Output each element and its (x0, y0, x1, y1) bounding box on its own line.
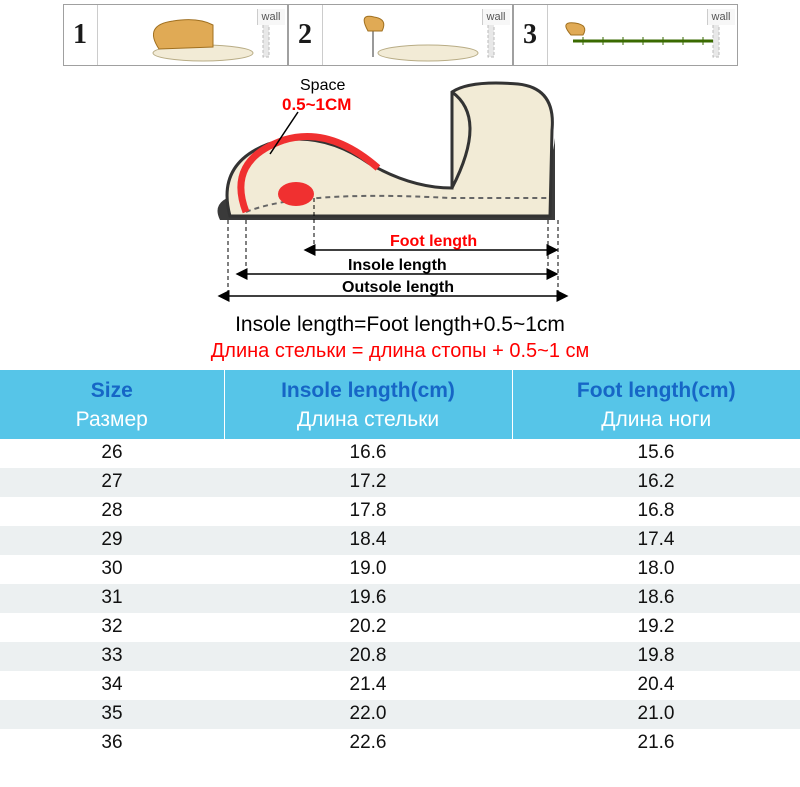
table-row: 2817.816.8 (0, 497, 800, 526)
wall-label: wall (257, 9, 285, 25)
caption-block: Insole length=Foot length+0.5~1cm Длина … (0, 311, 800, 364)
cell-foot: 21.6 (512, 729, 800, 758)
table-row: 3320.819.8 (0, 642, 800, 671)
header-size: Size Размер (0, 370, 224, 439)
foot-length-label: Foot length (390, 233, 477, 250)
size-table: Size Размер Insole length(cm) Длина стел… (0, 370, 800, 758)
cell-insole: 20.2 (224, 613, 512, 642)
caption-en: Insole length=Foot length+0.5~1cm (0, 311, 800, 338)
table-row: 3119.618.6 (0, 584, 800, 613)
cell-size: 33 (0, 642, 224, 671)
cell-size: 27 (0, 468, 224, 497)
cell-size: 32 (0, 613, 224, 642)
table-row: 3522.021.0 (0, 700, 800, 729)
step-2: 2 wall (288, 4, 513, 66)
step-illustration: wall (323, 5, 512, 65)
cell-size: 30 (0, 555, 224, 584)
cell-foot: 18.6 (512, 584, 800, 613)
space-label: Space (300, 77, 345, 94)
header-foot: Foot length(cm) Длина ноги (512, 370, 800, 439)
table-row: 3622.621.6 (0, 729, 800, 758)
cell-foot: 18.0 (512, 555, 800, 584)
step-number: 2 (289, 5, 323, 65)
cell-insole: 20.8 (224, 642, 512, 671)
cell-size: 35 (0, 700, 224, 729)
outsole-length-label: Outsole length (342, 279, 454, 296)
cell-size: 36 (0, 729, 224, 758)
cell-foot: 15.6 (512, 439, 800, 468)
step-1: 1 wall (63, 4, 288, 66)
cell-foot: 21.0 (512, 700, 800, 729)
step-number: 1 (64, 5, 98, 65)
cell-insole: 17.2 (224, 468, 512, 497)
cell-size: 29 (0, 526, 224, 555)
step-illustration: wall (548, 5, 737, 65)
wall-label: wall (482, 9, 510, 25)
table-row: 2918.417.4 (0, 526, 800, 555)
cell-foot: 19.2 (512, 613, 800, 642)
cell-insole: 19.0 (224, 555, 512, 584)
wall-label: wall (707, 9, 735, 25)
cell-insole: 19.6 (224, 584, 512, 613)
header-insole: Insole length(cm) Длина стельки (224, 370, 512, 439)
caption-ru: Длина стельки = длина стопы + 0.5~1 см (0, 338, 800, 364)
table-row: 2717.216.2 (0, 468, 800, 497)
cell-insole: 22.6 (224, 729, 512, 758)
cell-foot: 17.4 (512, 526, 800, 555)
cell-foot: 20.4 (512, 671, 800, 700)
shoe-diagram: Space 0.5~1CM Foot length Insole length … (0, 68, 800, 313)
instruction-steps: 1 wall 2 wall 3 (0, 0, 800, 68)
cell-insole: 21.4 (224, 671, 512, 700)
cell-size: 28 (0, 497, 224, 526)
table-row: 2616.615.6 (0, 439, 800, 468)
cell-insole: 17.8 (224, 497, 512, 526)
cell-foot: 16.8 (512, 497, 800, 526)
space-value: 0.5~1CM (282, 95, 351, 114)
table-row: 3220.219.2 (0, 613, 800, 642)
cell-foot: 19.8 (512, 642, 800, 671)
step-number: 3 (514, 5, 548, 65)
step-illustration: wall (98, 5, 287, 65)
toe-gap (278, 182, 314, 206)
table-header-row: Size Размер Insole length(cm) Длина стел… (0, 370, 800, 439)
cell-size: 26 (0, 439, 224, 468)
cell-foot: 16.2 (512, 468, 800, 497)
step-3: 3 wall (513, 4, 738, 66)
cell-size: 34 (0, 671, 224, 700)
table-row: 3019.018.0 (0, 555, 800, 584)
cell-size: 31 (0, 584, 224, 613)
cell-insole: 22.0 (224, 700, 512, 729)
cell-insole: 18.4 (224, 526, 512, 555)
table-row: 3421.420.4 (0, 671, 800, 700)
cell-insole: 16.6 (224, 439, 512, 468)
insole-length-label: Insole length (348, 257, 447, 274)
